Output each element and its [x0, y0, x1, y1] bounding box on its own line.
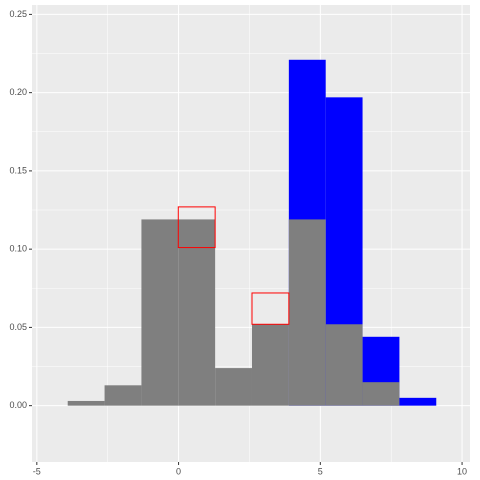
bar — [288, 219, 326, 406]
y-tick-label: 0.10 — [9, 244, 27, 254]
y-tick-label: 0.00 — [9, 400, 27, 410]
y-tick-label: 0.15 — [9, 165, 27, 175]
x-tick-label: -5 — [33, 466, 41, 476]
y-tick-label: 0.05 — [9, 322, 27, 332]
bar — [215, 368, 252, 406]
range-box — [251, 292, 290, 325]
range-box — [177, 206, 216, 249]
bar — [325, 324, 363, 406]
x-tick-label: 10 — [457, 466, 467, 476]
bar — [104, 385, 142, 406]
bar — [67, 400, 105, 406]
y-tick-label: 0.20 — [9, 87, 27, 97]
bar — [362, 382, 400, 406]
bar — [251, 324, 289, 406]
x-tick-label: 0 — [176, 466, 181, 476]
bar — [399, 397, 437, 406]
bar — [141, 219, 179, 406]
bar — [178, 219, 216, 406]
x-tick-label: 5 — [318, 466, 323, 476]
y-tick-label: 0.25 — [9, 9, 27, 19]
